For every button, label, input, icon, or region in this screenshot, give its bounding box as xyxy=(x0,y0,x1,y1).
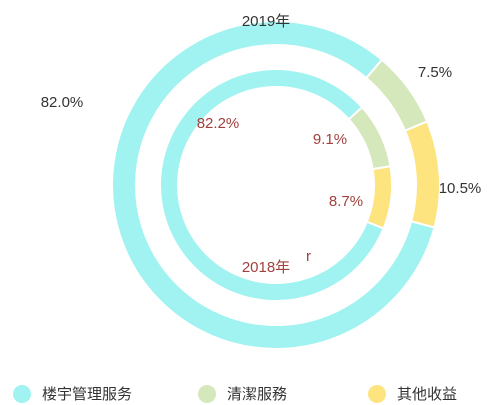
legend-swatch xyxy=(13,385,31,403)
donut-segment xyxy=(347,105,392,171)
data-label: 8.7% xyxy=(329,193,363,210)
legend-swatch xyxy=(198,385,216,403)
legend-label: 清潔服務 xyxy=(227,386,287,403)
legend-swatch xyxy=(368,385,386,403)
legend-label: 楼宇管理服务 xyxy=(42,386,132,403)
data-label: 9.1% xyxy=(313,131,347,148)
ring-label: 2018年 xyxy=(242,259,290,276)
data-label: 82.0% xyxy=(41,94,84,111)
donut-segment xyxy=(365,165,393,230)
legend-label: 其他收益 xyxy=(397,386,457,403)
data-label: 7.5% xyxy=(418,64,452,81)
donut-segment xyxy=(403,120,441,229)
data-label: 10.5% xyxy=(439,180,482,197)
donut-segment xyxy=(159,68,385,302)
annotation: r xyxy=(306,248,311,265)
ring-label: 2019年 xyxy=(242,13,290,30)
data-label: 82.2% xyxy=(197,115,240,132)
donut-segment xyxy=(111,20,436,350)
